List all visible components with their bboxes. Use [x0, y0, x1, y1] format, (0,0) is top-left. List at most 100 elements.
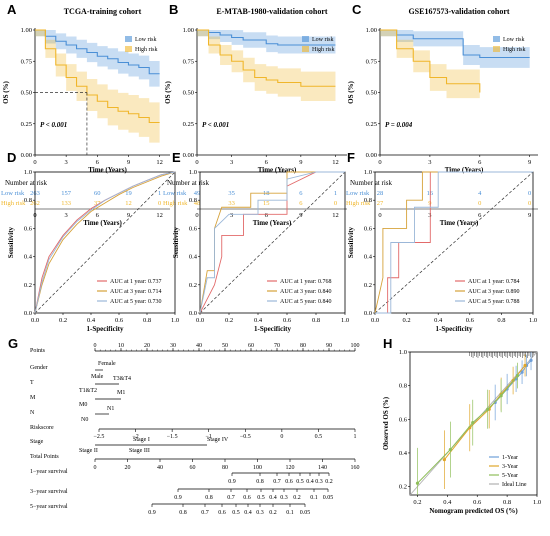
x-tick-label: 6: [265, 159, 269, 166]
n-label: N0: [81, 417, 88, 423]
legend-label: 5-Year: [502, 473, 518, 479]
gender-label: Female: [98, 361, 116, 367]
calibration-point: [515, 373, 520, 378]
diagonal-line: [199, 171, 346, 314]
legend-label: AUC at 1 year: 0.784: [468, 279, 520, 285]
risk-x-tick: 6: [265, 212, 269, 219]
m-label: M0: [79, 402, 87, 408]
y-axis-label: OS (%): [347, 80, 355, 103]
x-tick-label: 0.4: [434, 317, 443, 324]
y-tick-label: 0.6: [189, 225, 198, 232]
survival-5yr-tick-label: 0.8: [179, 510, 187, 516]
survival-curve: [380, 29, 530, 59]
riskscore-tick-label: 0.5: [315, 434, 323, 440]
y-tick-label: 0.2: [189, 282, 197, 289]
risk-value: 49: [194, 190, 201, 197]
panel-title: E-MTAB-1980-validation cohort: [216, 7, 328, 16]
risk-value: 0: [528, 200, 531, 207]
x-tick-label: 9: [127, 159, 130, 166]
risk-x-tick: 0: [195, 212, 198, 219]
legend-label: AUC at 1 year: 0.768: [280, 279, 332, 285]
risk-row-label: Low risk: [346, 190, 370, 197]
y-tick-label: 0.00: [21, 152, 32, 159]
x-tick-label: 12: [156, 159, 163, 166]
total-tick-label: 120: [286, 465, 295, 471]
x-axis-label: Time (Years): [445, 166, 484, 174]
points-tick-label: 10: [118, 343, 124, 349]
nomogram-row-label: Stage: [30, 439, 44, 445]
y-tick-label: 0.6: [364, 225, 373, 232]
y-tick-label: 1.0: [364, 169, 372, 176]
plot-frame: [34, 171, 176, 314]
riskscore-tick-label: −2: [132, 434, 138, 440]
legend-swatch: [125, 46, 132, 52]
y-tick-label: 0.25: [21, 121, 32, 128]
y-tick-label: 1.0: [399, 349, 407, 356]
roc-curve: [374, 171, 533, 314]
diagonal-line: [374, 171, 534, 314]
nomogram-row-label: 5−year survival: [30, 504, 68, 510]
points-tick-label: 40: [196, 343, 202, 349]
risk-value: 60: [94, 190, 101, 197]
nomogram-row-label: Total Points: [30, 454, 59, 460]
roc-curve: [199, 171, 345, 314]
legend-label: High risk: [312, 47, 335, 53]
x-tick-label: 0.4: [254, 317, 263, 324]
y-tick-label: 0.6: [399, 416, 408, 423]
legend-label: AUC at 3 year: 0.714: [110, 289, 162, 295]
survival-3yr-tick-label: 0.2: [293, 495, 301, 501]
y-tick-label: 0.4: [399, 450, 408, 457]
legend-label: Ideal Line: [502, 482, 527, 488]
p-value: P = 0.004: [385, 121, 413, 129]
y-tick-label: 0.75: [366, 58, 377, 65]
x-tick-label: 9: [299, 159, 302, 166]
panel-title: GSE167573-validation cohort: [408, 7, 509, 16]
riskscore-tick-label: −0.5: [240, 434, 251, 440]
roc-curve: [34, 171, 176, 314]
survival-1yr-tick-label: 0.3: [315, 479, 323, 485]
risk-x-tick: 6: [96, 212, 100, 219]
risk-value: 1: [158, 190, 161, 197]
legend-label: AUC at 3 year: 0.890: [468, 289, 520, 295]
survival-3yr-tick-label: 0.7: [227, 495, 235, 501]
t-label: T1&T2: [79, 388, 97, 394]
calibration-point: [520, 370, 524, 374]
legend-label: 3-Year: [502, 464, 518, 470]
panel-letter: G: [8, 336, 18, 351]
y-tick-label: 0.0: [189, 310, 197, 317]
riskscore-tick-label: −2.5: [94, 434, 105, 440]
risk-value: 37: [94, 200, 101, 207]
x-tick-label: 0.2: [225, 317, 233, 324]
plot-frame: [199, 171, 346, 314]
calibration-point: [486, 407, 490, 411]
legend-label: AUC at 5 year: 0.840: [280, 299, 332, 305]
survival-1yr-tick-label: 0.6: [285, 479, 293, 485]
total-tick-label: 40: [157, 465, 163, 471]
x-axis-label: 1-Specificity: [254, 325, 291, 333]
risk-value: 28: [377, 190, 384, 197]
survival-3yr-tick-label: 0.6: [243, 495, 251, 501]
roc-curve: [199, 171, 345, 314]
risk-table-title: Number at risk: [167, 179, 209, 187]
nomogram-row-label: 1−year survival: [30, 469, 68, 475]
total-tick-label: 100: [253, 465, 262, 471]
y-tick-label: 0.75: [183, 58, 194, 65]
n-label: N1: [107, 406, 114, 412]
x-axis-label: Nomogram predicted OS (%): [429, 507, 518, 515]
y-tick-label: 0.2: [399, 484, 407, 491]
risk-value: 6: [299, 190, 303, 197]
legend-swatch: [302, 36, 309, 42]
total-tick-label: 80: [222, 465, 228, 471]
stage-label: Stage II: [79, 448, 98, 454]
points-tick-label: 90: [326, 343, 332, 349]
risk-x-tick: 0: [378, 212, 381, 219]
risk-value: 0: [528, 190, 531, 197]
survival-5yr-tick-label: 0.3: [256, 510, 264, 516]
y-tick-label: 0.00: [183, 152, 194, 159]
riskscore-tick-label: −1.5: [167, 434, 178, 440]
y-axis-label: OS (%): [164, 80, 172, 103]
risk-value: 19: [125, 190, 132, 197]
x-tick-label: 0.2: [403, 317, 411, 324]
y-tick-label: 0.4: [189, 254, 198, 261]
